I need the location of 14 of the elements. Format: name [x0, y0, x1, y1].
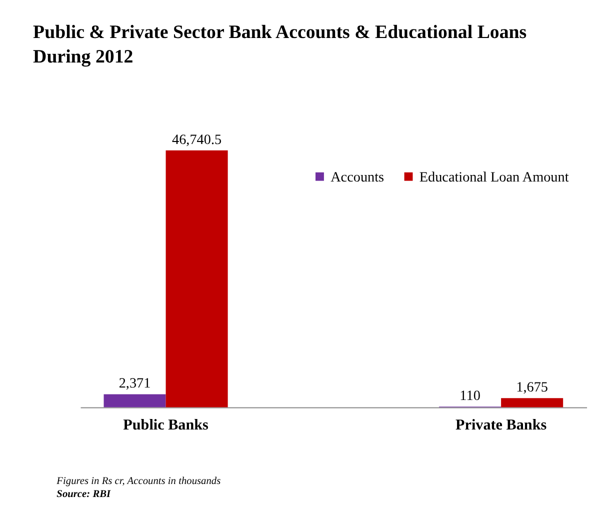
bar	[166, 150, 228, 408]
source-note: Source: RBI	[56, 489, 112, 500]
legend-label: Accounts	[330, 169, 384, 186]
bar	[501, 398, 564, 408]
bar	[104, 394, 166, 408]
x-tick-label: Public Banks	[123, 417, 209, 434]
text: Figures in Rs cr, Accounts in thousands	[56, 476, 221, 487]
chart-title: Public & Private Sector Bank Accounts & Educational Loans During 2012	[33, 22, 527, 68]
x-tick-label: Private Banks	[456, 417, 547, 434]
data-label: 46,740.5	[172, 132, 222, 148]
data-label: 1,675	[516, 379, 548, 396]
data-label: 110	[460, 388, 480, 404]
legend-label: Educational Loan Amount	[419, 169, 569, 186]
data-label: 2,371	[118, 376, 151, 392]
